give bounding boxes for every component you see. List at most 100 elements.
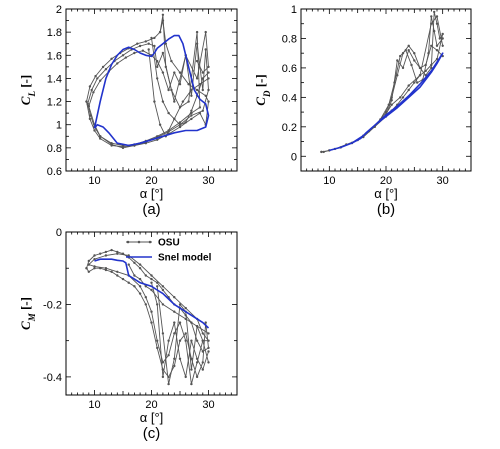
osu-data-point [99,137,102,140]
y-tick-label: 2 [56,4,62,16]
osu-data-point [404,49,407,52]
osu-data-point [418,74,422,77]
osu-data-point [320,150,323,154]
osu-data-point [90,88,93,92]
osu-data-point [190,339,193,342]
osu-data-point [138,263,142,266]
osu-data-point [207,361,210,364]
osu-data-point [204,48,207,51]
osu-data-point [87,259,91,263]
osu-data-point [201,332,204,335]
osu-data-point [207,346,210,350]
osu-data-point [116,252,119,255]
osu-data-point [424,63,427,67]
osu-data-point [190,117,193,121]
osu-data-point [195,361,199,364]
osu-data-point [173,310,176,313]
osu-data-point [184,339,187,342]
y-tick-label: -0.4 [43,372,62,384]
osu-data-point [158,30,162,34]
osu-data-point [207,77,210,80]
panel-label: (a) [142,201,160,218]
osu-data-point [96,77,99,80]
osu-data-point [184,332,187,335]
y-tick-label: 1 [56,120,62,132]
osu-data-point [104,267,108,270]
osu-series-line [159,14,209,103]
osu-data-point [110,143,113,146]
osu-data-point [441,44,444,47]
osu-data-point [190,382,193,386]
osu-data-point [430,63,433,67]
osu-data-point [322,150,325,154]
osu-data-point [147,42,150,45]
osu-data-point [207,350,210,353]
snel-model-series-line [329,52,444,152]
osu-data-point [88,117,92,121]
osu-data-point [178,321,182,324]
osu-data-point [407,88,410,92]
osu-data-point [187,83,190,86]
osu-data-point [207,71,210,74]
osu-data-point [116,274,119,277]
osu-data-point [147,48,150,51]
osu-data-point [207,332,210,335]
y-tick-label: 0.6 [282,63,297,75]
osu-data-point [99,252,102,255]
osu-data-point [413,81,416,84]
osu-data-point [195,30,199,34]
snel-model-series-line [93,34,210,147]
osu-data-point [93,267,96,270]
osu-data-point [430,44,433,47]
osu-data-point [207,65,210,69]
osu-data-point [153,44,156,48]
osu-data-point [161,285,165,288]
osu-data-point [138,44,142,48]
y-tick-label: 0.4 [282,92,297,104]
osu-data-point [178,71,182,74]
osu-data-point [195,325,199,328]
osu-data-point [178,83,182,86]
osu-data-point [407,49,410,52]
osu-data-point [101,65,105,69]
osu-data-point [198,106,202,109]
osu-data-point [435,49,439,52]
osu-data-point [190,109,193,113]
y-axis-label: CD [-] [253,74,272,105]
y-tick-label: 0 [56,227,62,239]
osu-data-point [144,285,147,288]
osu-data-point [399,96,402,99]
legend-osu-marker [137,240,141,244]
osu-data-point [116,250,119,254]
osu-data-point [156,138,159,141]
osu-data-point [156,65,159,69]
osu-data-point [184,375,187,379]
x-tick-label: 30 [437,175,449,187]
osu-data-point [156,303,159,306]
osu-data-point [93,258,96,261]
x-tick-label: 20 [145,175,157,187]
osu-data-point [390,99,393,102]
osu-data-point [173,71,176,74]
y-tick-label: 1.2 [47,97,62,109]
osu-data-point [138,285,142,288]
osu-data-point [190,88,193,92]
snel-model-series-line [94,258,210,329]
osu-series-line [382,15,444,119]
osu-data-point [133,274,136,277]
osu-data-point [184,317,187,321]
osu-data-point [201,88,204,92]
osu-data-point [127,254,130,257]
y-tick-label: -0.2 [43,299,62,311]
osu-data-point [201,71,204,74]
osu-data-point [195,339,199,342]
osu-data-point [161,13,165,16]
osu-data-point [121,277,125,281]
osu-data-point [99,135,102,138]
osu-data-point [201,77,204,80]
osu-data-point [195,59,199,63]
osu-data-point [167,382,170,386]
y-tick-label: 1 [291,4,297,16]
osu-data-point [441,32,444,36]
